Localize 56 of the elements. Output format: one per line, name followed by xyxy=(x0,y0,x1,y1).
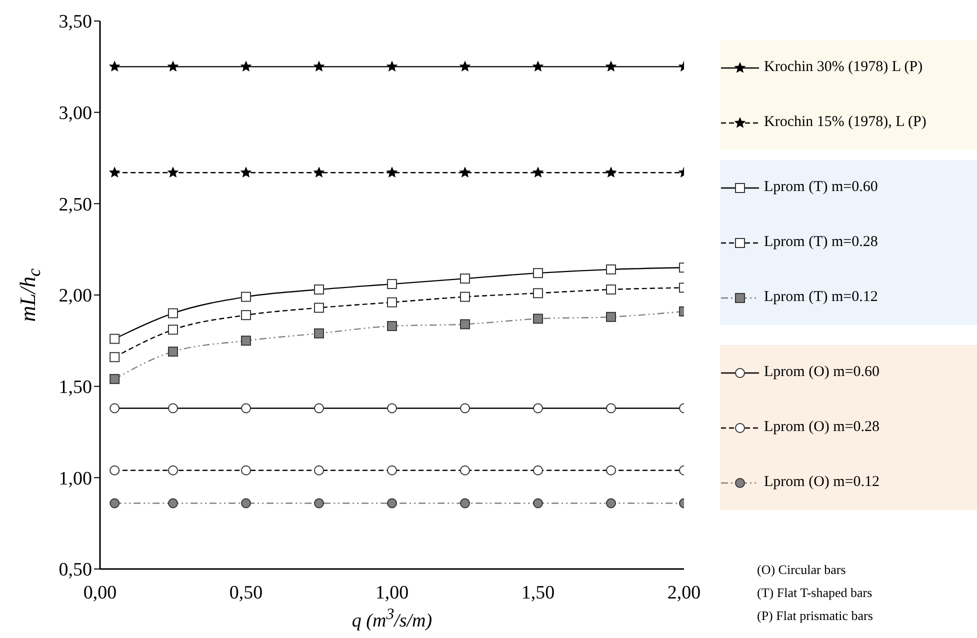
point xyxy=(240,61,252,72)
point xyxy=(110,498,120,508)
y-tick-label: 3,00 xyxy=(58,103,92,124)
point xyxy=(387,321,397,332)
point xyxy=(532,167,544,178)
x-tick-label: 2,00 xyxy=(667,582,701,604)
point xyxy=(109,61,120,72)
point xyxy=(606,312,616,322)
point xyxy=(168,498,178,508)
x-tick-label: 0,00 xyxy=(83,582,117,604)
legend-label: Lprom (T) m=0.60 xyxy=(764,179,878,196)
point xyxy=(241,498,251,508)
point xyxy=(606,61,616,72)
point xyxy=(606,498,616,508)
point xyxy=(240,167,252,178)
point xyxy=(314,61,324,72)
legend-label: Lprom (O) m=0.60 xyxy=(764,364,880,381)
point xyxy=(460,61,470,72)
legend-label: Lprom (T) m=0.12 xyxy=(764,289,878,306)
y-tick-label: 2,00 xyxy=(58,286,92,307)
point xyxy=(533,498,543,508)
point xyxy=(109,167,120,178)
point xyxy=(460,167,470,178)
y-tick-label: 2,50 xyxy=(58,194,92,216)
point xyxy=(110,374,120,384)
text: (O) Circular bars xyxy=(757,561,847,579)
point xyxy=(533,314,543,324)
point xyxy=(241,336,251,346)
y-tick-label: 1,50 xyxy=(58,377,92,398)
point xyxy=(168,61,178,72)
y-tick-label: 3,50 xyxy=(58,12,92,33)
x-tick-label: 0,50 xyxy=(229,582,263,604)
point xyxy=(606,167,616,178)
point xyxy=(460,498,470,508)
text: (P) Flat prismatic bars xyxy=(757,607,873,625)
point xyxy=(386,61,398,72)
x-axis-title: q (m$^{3}$/s/m) xyxy=(350,606,434,632)
point xyxy=(460,319,470,330)
legend-label: Lprom (O) m=0.12 xyxy=(764,474,880,491)
legend-label: Lprom (O) m=0.28 xyxy=(764,419,880,436)
point xyxy=(168,346,178,357)
y-tick-label: 1,00 xyxy=(58,468,92,490)
text: (T) Flat T-shaped bars xyxy=(757,584,873,602)
point xyxy=(387,498,397,508)
point xyxy=(314,167,324,178)
point xyxy=(532,61,544,72)
point xyxy=(314,328,324,338)
point xyxy=(386,167,398,178)
legend-label: Krochin 30% (1978) L (P) xyxy=(764,59,923,76)
legend-label: Lprom (T) m=0.28 xyxy=(764,234,878,251)
x-tick-label: 1,50 xyxy=(521,582,555,604)
y-tick-label: 0,50 xyxy=(58,560,92,581)
point xyxy=(168,167,178,178)
x-tick-label: 1,00 xyxy=(375,582,409,604)
legend-label: Krochin 15% (1978), L (P) xyxy=(764,114,926,131)
point xyxy=(314,498,324,508)
